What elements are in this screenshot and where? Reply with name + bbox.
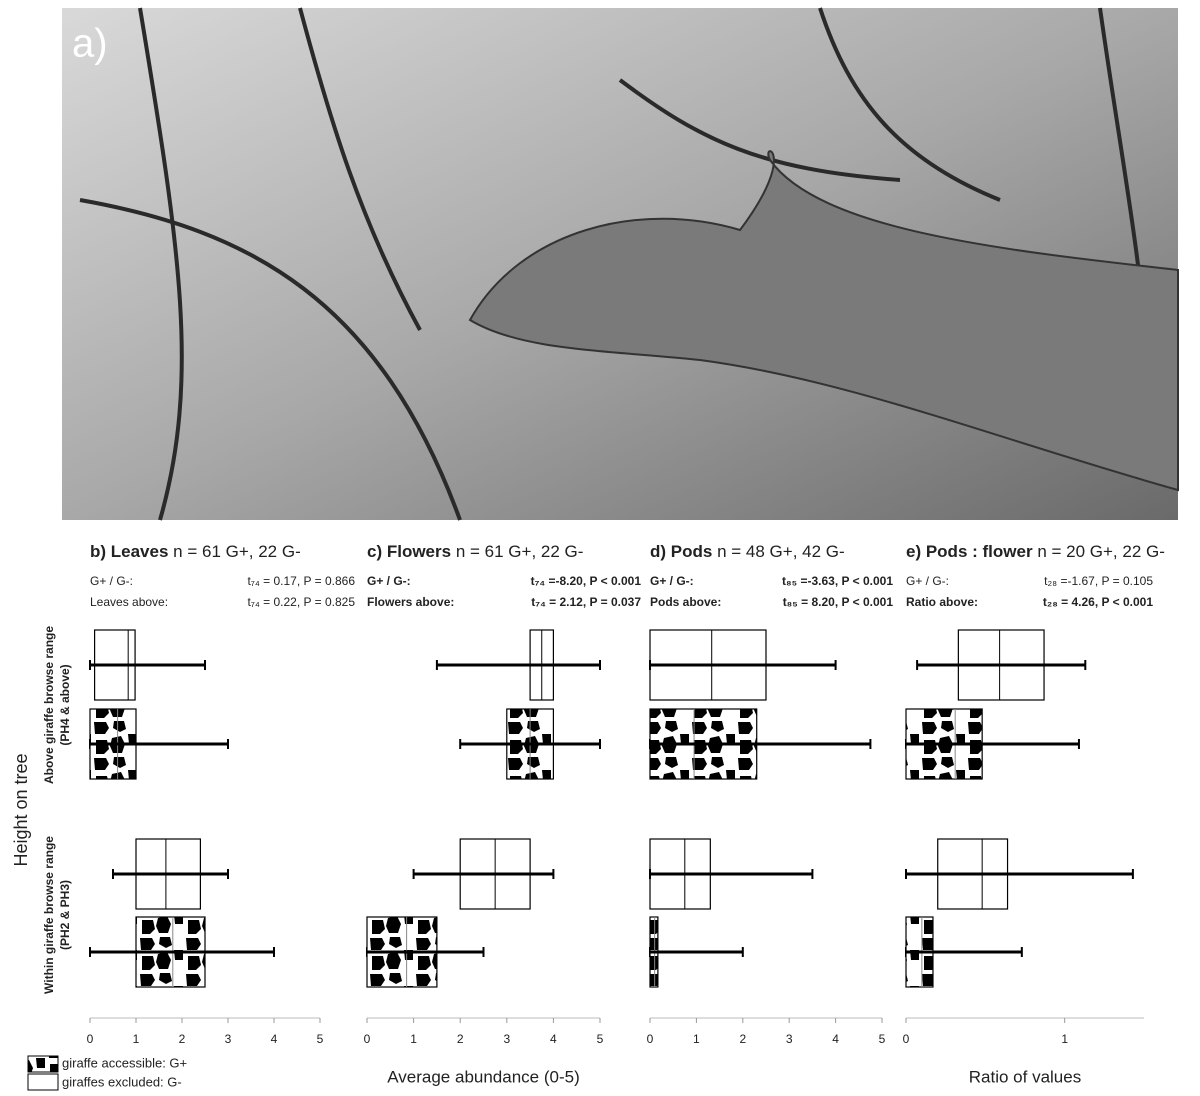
x-tick-label: 4 <box>550 1032 557 1046</box>
panel-title-bold: d) Pods <box>650 542 712 561</box>
panel-title-bold: b) Leaves <box>90 542 168 561</box>
x-tick-label: 1 <box>133 1032 140 1046</box>
y-axis-label: Height on tree <box>11 753 31 866</box>
legend-swatch <box>28 1056 58 1072</box>
figure: a) Height on tree Above giraffe browse r… <box>0 0 1200 1096</box>
panel-title-bold: e) Pods : flower <box>906 542 1033 561</box>
panel-title-n: n = 61 G+, 22 G- <box>173 542 301 561</box>
x-tick-label: 0 <box>87 1032 94 1046</box>
stat-value: t₂₈ = 4.26, P < 0.001 <box>1043 595 1153 609</box>
panel: e) Pods : flower n = 20 G+, 22 G- G+ / G-… <box>903 542 1165 1086</box>
photo: a) <box>62 8 1178 520</box>
stat-label: G+ / G-: <box>650 574 694 588</box>
photo-label: a) <box>72 22 108 66</box>
stat-label: G+ / G-: <box>367 574 411 588</box>
stat-value: t₇₄ = 0.17, P = 0.866 <box>247 574 355 588</box>
x-tick-label: 0 <box>647 1032 654 1046</box>
x-tick-label: 1 <box>693 1032 700 1046</box>
x-tick-label: 0 <box>364 1032 371 1046</box>
panel-title-n: n = 20 G+, 22 G- <box>1037 542 1165 561</box>
x-axis-label: Average abundance (0-5) <box>387 1067 580 1086</box>
panel-title: b) Leaves n = 61 G+, 22 G- <box>90 542 301 561</box>
stat-label: Ratio above: <box>906 595 978 609</box>
panel-title-bold: c) Flowers <box>367 542 451 561</box>
stat-value: t₇₄ = 2.12, P = 0.037 <box>531 595 641 609</box>
group-sublabel: (PH4 & above) <box>58 664 72 745</box>
stat-label: G+ / G-: <box>906 574 949 588</box>
group-label: Within giraffe browse range <box>42 836 56 994</box>
x-tick-label: 5 <box>879 1032 886 1046</box>
x-tick-label: 2 <box>739 1032 746 1046</box>
panel-title: c) Flowers n = 61 G+, 22 G- <box>367 542 583 561</box>
stat-value: t₈₅ =-3.63, P < 0.001 <box>782 574 893 588</box>
x-tick-label: 4 <box>832 1032 839 1046</box>
panel-title-n: n = 61 G+, 22 G- <box>456 542 584 561</box>
stat-label: Flowers above: <box>367 595 454 609</box>
x-tick-label: 1 <box>1061 1032 1068 1046</box>
legend-label: giraffes excluded: G- <box>62 1074 182 1089</box>
legend-label: giraffe accessible: G+ <box>62 1055 187 1070</box>
x-tick-label: 2 <box>179 1032 186 1046</box>
panel: d) Pods n = 48 G+, 42 G- G+ / G-: t₈₅ =-3.… <box>647 542 894 1046</box>
group-label: Above giraffe browse range <box>42 626 56 784</box>
panel-title-n: n = 48 G+, 42 G- <box>717 542 845 561</box>
legend-swatch <box>28 1074 58 1090</box>
x-tick-label: 3 <box>786 1032 793 1046</box>
x-axis-label: Ratio of values <box>969 1067 1081 1086</box>
stat-label: Leaves above: <box>90 595 168 609</box>
x-tick-label: 4 <box>271 1032 278 1046</box>
panel-title: d) Pods n = 48 G+, 42 G- <box>650 542 845 561</box>
stat-value: t₂₈ =-1.67, P = 0.105 <box>1044 574 1153 588</box>
x-tick-label: 1 <box>410 1032 417 1046</box>
group-sublabel: (PH2 & PH3) <box>58 880 72 950</box>
legend: giraffe accessible: G+ giraffes excluded… <box>28 1055 187 1090</box>
x-tick-label: 2 <box>457 1032 464 1046</box>
stat-label: G+ / G-: <box>90 574 133 588</box>
stat-label: Pods above: <box>650 595 721 609</box>
panel: b) Leaves n = 61 G+, 22 G- G+ / G-: t₇₄ = … <box>87 542 356 1046</box>
x-tick-label: 3 <box>503 1032 510 1046</box>
x-tick-label: 0 <box>903 1032 910 1046</box>
stat-value: t₈₅ = 8.20, P < 0.001 <box>783 595 894 609</box>
stat-value: t₇₄ = 0.22, P = 0.825 <box>247 595 355 609</box>
panel-title: e) Pods : flower n = 20 G+, 22 G- <box>906 542 1165 561</box>
x-tick-label: 5 <box>597 1032 604 1046</box>
x-tick-label: 3 <box>225 1032 232 1046</box>
panel: c) Flowers n = 61 G+, 22 G- G+ / G-: t₇₄ =… <box>364 542 642 1086</box>
x-tick-label: 5 <box>317 1032 324 1046</box>
stat-value: t₇₄ =-8.20, P < 0.001 <box>531 574 642 588</box>
